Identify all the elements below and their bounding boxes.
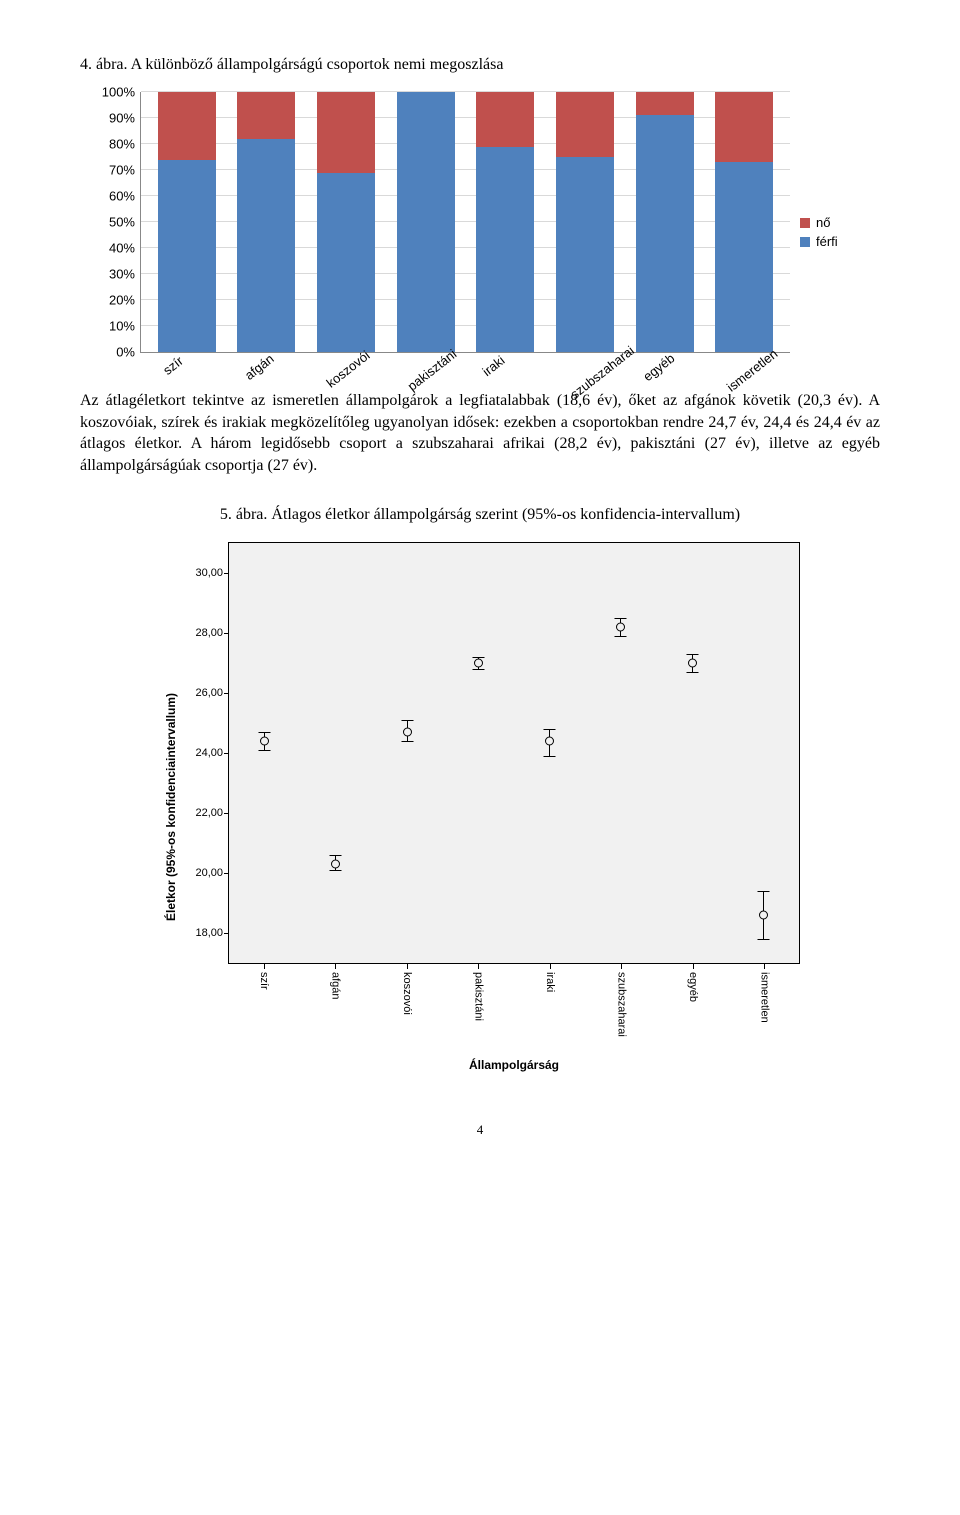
chart2-ytick: 30,00: [181, 567, 223, 579]
chart1-xtick: pakisztáni: [396, 353, 454, 372]
chart1-xtick: szír: [157, 353, 215, 372]
chart2-xlabels: szírafgánkoszovóipakisztániirakiszubszah…: [228, 964, 800, 1054]
figure1-caption: 4. ábra. A különböző állampolgárságú cso…: [80, 56, 880, 74]
chart1-xlabels: szír afgán koszovói pakisztáni iraki szubszah…: [140, 353, 790, 372]
chart2-point: [407, 543, 408, 963]
chart2-xtick: afgán: [300, 964, 372, 1054]
chart1-ytick: 10%: [91, 319, 135, 334]
chart2-ytick: 24,00: [181, 747, 223, 759]
chart1-plot: 0%10%20%30%40%50%60%70%80%90%100%: [140, 92, 790, 353]
chart1-xtick: egyéb: [635, 353, 693, 372]
chart1-bar: [317, 92, 375, 352]
page-number: 4: [80, 1122, 880, 1138]
chart2-ytick: 18,00: [181, 927, 223, 939]
chart1-ytick: 20%: [91, 293, 135, 308]
chart1-bar: [715, 92, 773, 352]
chart1-ytick: 50%: [91, 215, 135, 230]
chart1-xtick: iraki: [476, 353, 534, 372]
legend-item: férfi: [800, 234, 870, 249]
chart2-point: [264, 543, 265, 963]
chart2-xtick: szubszaharai: [586, 964, 658, 1054]
chart2-xtick: ismeretlen: [729, 964, 801, 1054]
chart2-xtick: pakisztáni: [443, 964, 515, 1054]
chart2-point: [549, 543, 550, 963]
chart2-point: [692, 543, 693, 963]
chart1-bar: [397, 92, 455, 352]
chart1: 0%10%20%30%40%50%60%70%80%90%100% szír af…: [90, 92, 870, 372]
chart2: Életkor (95%-os konfidenciaintervallum) …: [160, 542, 800, 1072]
chart2-point: [620, 543, 621, 963]
chart2-xtick: szír: [228, 964, 300, 1054]
chart2-y-title: Életkor (95%-os konfidenciaintervallum): [160, 542, 182, 1072]
chart1-ytick: 30%: [91, 267, 135, 282]
chart2-plot: 18,0020,0022,0024,0026,0028,0030,00: [228, 542, 800, 964]
chart1-ytick: 90%: [91, 111, 135, 126]
chart2-point: [478, 543, 479, 963]
chart1-legend: nő férfi: [790, 92, 870, 372]
chart2-xtick: egyéb: [657, 964, 729, 1054]
chart2-point: [335, 543, 336, 963]
chart1-ytick: 70%: [91, 163, 135, 178]
chart2-xtick: iraki: [514, 964, 586, 1054]
chart1-bar: [158, 92, 216, 352]
chart2-ytick: 22,00: [181, 807, 223, 819]
chart1-xtick: koszovói: [316, 353, 374, 372]
chart1-ytick: 40%: [91, 241, 135, 256]
chart1-bar: [476, 92, 534, 352]
chart2-xtick: koszovói: [371, 964, 443, 1054]
chart2-ytick: 28,00: [181, 627, 223, 639]
chart1-bar: [237, 92, 295, 352]
chart1-ytick: 60%: [91, 189, 135, 204]
chart1-bar: [556, 92, 614, 352]
chart1-ytick: 100%: [91, 85, 135, 100]
chart1-ytick: 0%: [91, 345, 135, 360]
paragraph: Az átlagéletkort tekintve az ismeretlen …: [80, 390, 880, 476]
chart1-bar: [636, 92, 694, 352]
chart1-xtick: szubszaharai: [556, 353, 614, 372]
chart1-xtick: ismeretlen: [715, 353, 773, 372]
chart2-ytick: 20,00: [181, 867, 223, 879]
chart1-ytick: 80%: [91, 137, 135, 152]
figure2-caption: 5. ábra. Átlagos életkor állampolgárság …: [80, 506, 880, 524]
chart2-x-title: Állampolgárság: [228, 1058, 800, 1072]
chart2-ytick: 26,00: [181, 687, 223, 699]
legend-item: nő: [800, 215, 870, 230]
chart2-point: [763, 543, 764, 963]
chart1-xtick: afgán: [237, 353, 295, 372]
